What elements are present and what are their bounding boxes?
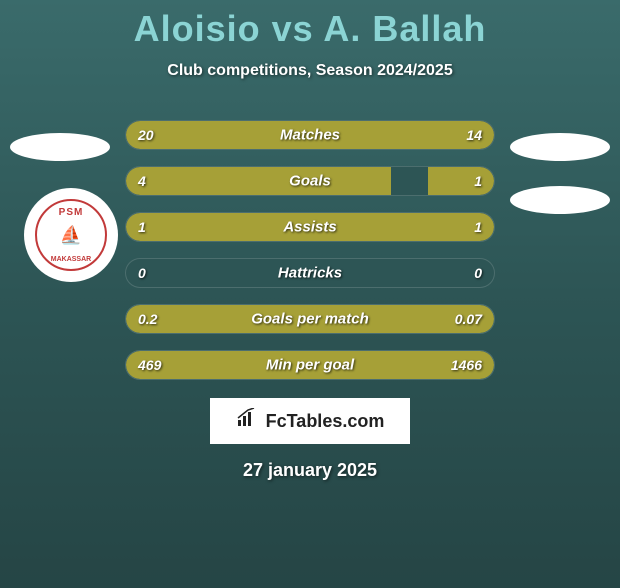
ship-icon: ⛵ bbox=[60, 225, 82, 246]
player-right-badge-placeholder-2 bbox=[510, 186, 610, 214]
stat-label: Min per goal bbox=[266, 357, 354, 374]
stat-row-min-per-goal: 469 Min per goal 1466 bbox=[125, 350, 495, 380]
stat-right-value: 1 bbox=[474, 173, 482, 189]
page-title: Aloisio vs A. Ballah bbox=[0, 8, 620, 50]
stat-right-value: 14 bbox=[466, 127, 482, 143]
stat-row-assists: 1 Assists 1 bbox=[125, 212, 495, 242]
stat-row-hattricks: 0 Hattricks 0 bbox=[125, 258, 495, 288]
stat-label: Hattricks bbox=[278, 265, 342, 282]
date-text: 27 january 2025 bbox=[0, 460, 620, 481]
stat-right-value: 1466 bbox=[451, 357, 482, 373]
stat-row-matches: 20 Matches 14 bbox=[125, 120, 495, 150]
stat-label: Goals bbox=[289, 173, 331, 190]
bar-fill-right bbox=[428, 167, 494, 195]
subtitle: Club competitions, Season 2024/2025 bbox=[0, 62, 620, 80]
stat-row-goals: 4 Goals 1 bbox=[125, 166, 495, 196]
bar-fill-left bbox=[126, 167, 391, 195]
stat-left-value: 1 bbox=[138, 219, 146, 235]
club-logo-top-text: PSM bbox=[59, 207, 84, 218]
brand-box[interactable]: FcTables.com bbox=[210, 398, 410, 444]
stat-row-goals-per-match: 0.2 Goals per match 0.07 bbox=[125, 304, 495, 334]
stat-left-value: 4 bbox=[138, 173, 146, 189]
stat-left-value: 0.2 bbox=[138, 311, 157, 327]
stat-left-value: 20 bbox=[138, 127, 154, 143]
stat-label: Assists bbox=[283, 219, 336, 236]
stat-left-value: 469 bbox=[138, 357, 161, 373]
stat-right-value: 0 bbox=[474, 265, 482, 281]
stat-right-value: 1 bbox=[474, 219, 482, 235]
stat-right-value: 0.07 bbox=[455, 311, 482, 327]
stat-left-value: 0 bbox=[138, 265, 146, 281]
club-logo-inner: PSM ⛵ MAKASSAR bbox=[35, 199, 107, 271]
chart-icon bbox=[236, 408, 260, 434]
stat-label: Goals per match bbox=[251, 311, 369, 328]
club-logo: PSM ⛵ MAKASSAR bbox=[24, 188, 118, 282]
player-right-badge-placeholder-1 bbox=[510, 133, 610, 161]
player-left-badge-placeholder bbox=[10, 133, 110, 161]
stats-bars: 20 Matches 14 4 Goals 1 1 Assists 1 0 Ha… bbox=[125, 120, 495, 380]
brand-text: FcTables.com bbox=[266, 411, 385, 432]
club-logo-bottom-text: MAKASSAR bbox=[51, 256, 91, 263]
stat-label: Matches bbox=[280, 127, 340, 144]
